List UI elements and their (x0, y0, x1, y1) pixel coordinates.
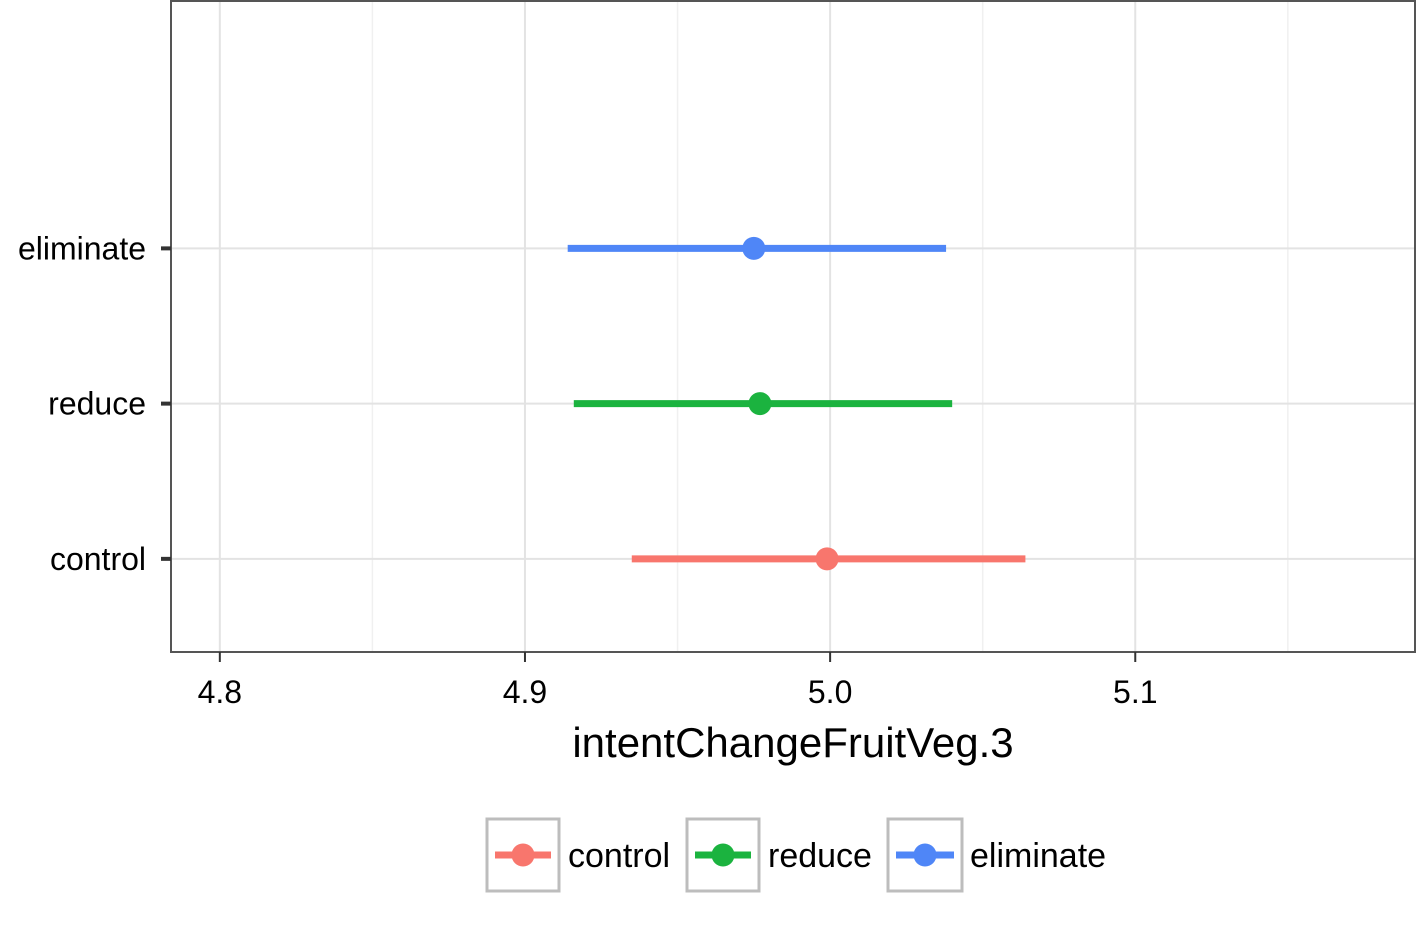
y-tick-label: control (50, 541, 146, 577)
series-marks (567, 236, 1026, 571)
x-tick-label: 4.8 (198, 674, 242, 710)
legend-point-reduce (711, 843, 735, 867)
x-tick-label: 5.0 (808, 674, 852, 710)
y-tick-label: eliminate (18, 230, 146, 266)
x-tick-label: 5.1 (1113, 674, 1157, 710)
y-tick-label: reduce (48, 386, 146, 422)
legend-label-eliminate: eliminate (970, 837, 1106, 875)
x-axis-title: intentChangeFruitVeg.3 (572, 719, 1013, 766)
legend-point-control (511, 843, 535, 867)
x-tick-label: 4.9 (503, 674, 547, 710)
point-control (815, 547, 839, 571)
legend-label-reduce: reduce (768, 837, 872, 875)
axes: 4.8 4.9 5.0 5.1 control reduce eliminate (18, 230, 1158, 710)
plot-panel (170, 0, 1416, 653)
panel-border (170, 0, 1416, 653)
legend: control reduce eliminate (485, 817, 1106, 893)
point-reduce (748, 392, 772, 416)
point-eliminate (742, 236, 766, 260)
legend-label-control: control (568, 837, 670, 875)
legend-point-eliminate (913, 843, 937, 867)
